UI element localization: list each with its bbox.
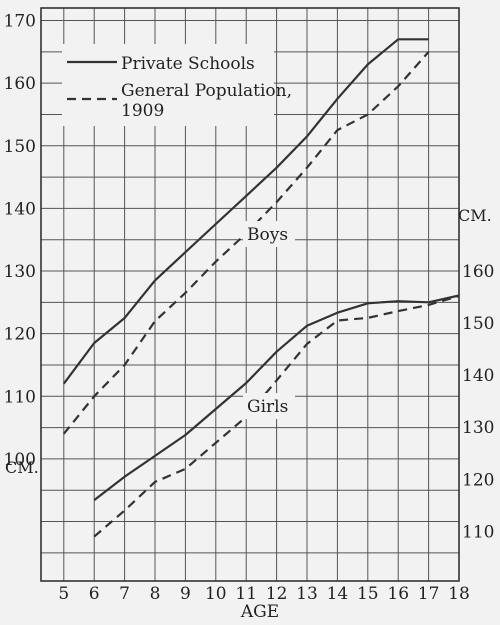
right-tick-label: 120 <box>462 470 494 490</box>
left-axis: 100 110 120 130 140 150 160 170 <box>4 12 36 470</box>
x-tick-label: 7 <box>119 584 130 604</box>
girls-label-background <box>243 393 295 419</box>
x-axis: 5 6 7 8 9 10 11 12 13 14 15 16 17 18 <box>58 584 469 604</box>
x-tick-label: 11 <box>235 584 257 604</box>
x-tick-label: 6 <box>89 584 100 604</box>
left-tick-label: 170 <box>4 12 36 32</box>
legend-background <box>62 44 274 126</box>
group-label-girls: Girls <box>247 397 288 417</box>
legend-label-general-population-year: 1909 <box>121 101 164 121</box>
series-boys-solid <box>62 38 429 385</box>
left-tick-label: 150 <box>4 137 36 157</box>
right-tick-label: 160 <box>462 262 494 282</box>
right-tick-label: 150 <box>462 314 494 334</box>
left-axis-unit: CM. <box>5 458 39 477</box>
left-tick-label: 130 <box>4 262 36 282</box>
x-tick-label: 9 <box>180 584 191 604</box>
right-axis-unit: CM. <box>458 206 492 225</box>
series-girls-dashed <box>93 294 460 538</box>
left-tick-label: 100 <box>4 450 36 470</box>
x-tick-label: 12 <box>266 584 288 604</box>
right-axis: 110 120 130 140 150 160 <box>462 262 494 542</box>
x-tick-label: 10 <box>205 584 227 604</box>
right-tick-label: 140 <box>462 366 494 386</box>
left-tick-label: 140 <box>4 199 36 219</box>
boys-label-background <box>243 221 295 247</box>
right-tick-label: 130 <box>462 418 494 438</box>
x-tick-label: 15 <box>357 584 379 604</box>
x-axis-title: AGE <box>240 602 279 622</box>
x-tick-label: 8 <box>150 584 161 604</box>
left-tick-label: 120 <box>4 325 36 345</box>
series-girls-solid <box>93 294 460 501</box>
x-tick-label: 17 <box>418 584 440 604</box>
x-tick-label: 16 <box>387 584 409 604</box>
group-label-boys: Boys <box>247 225 288 245</box>
left-tick-label: 160 <box>4 74 36 94</box>
left-tick-label: 110 <box>4 387 36 407</box>
x-tick-label: 5 <box>58 584 69 604</box>
plot-frame <box>40 7 460 582</box>
x-tick-label: 18 <box>448 584 470 604</box>
legend-label-private-schools: Private Schools <box>121 54 255 74</box>
legend: Private Schools General Population, 1909 <box>62 44 292 126</box>
legend-label-general-population: General Population, <box>121 81 292 101</box>
right-tick-label: 110 <box>462 522 494 542</box>
x-tick-label: 13 <box>296 584 318 604</box>
x-tick-label: 14 <box>327 584 349 604</box>
